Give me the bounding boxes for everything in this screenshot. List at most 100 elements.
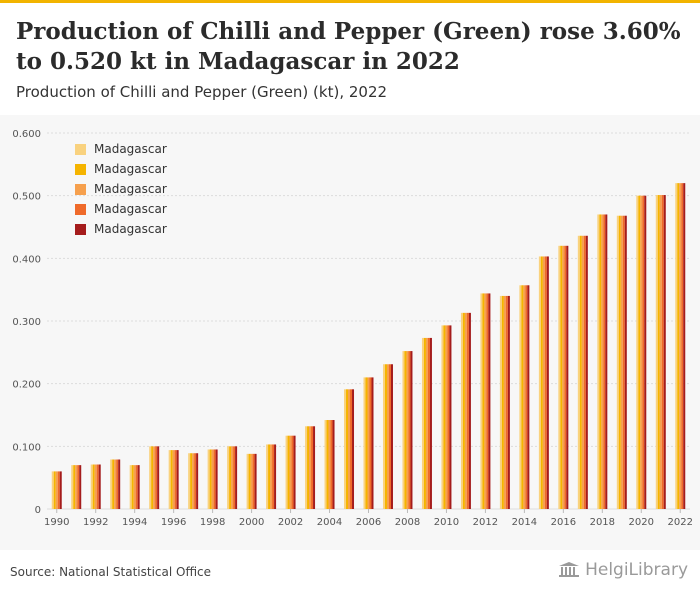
x-tick-label: 2018: [590, 517, 615, 528]
bar-2013-series-2: [501, 295, 504, 509]
bar-2005-series-4: [350, 389, 353, 509]
brand-logo: HelgiLibrary: [558, 560, 688, 580]
bar-2015-series-3: [542, 256, 545, 509]
bar-2014-series-1: [519, 285, 522, 509]
bar-2017-series-4: [583, 235, 586, 510]
bar-2018-series-5: [605, 214, 608, 509]
y-tick-label: 0.200: [12, 380, 41, 391]
bar-1993-series-3: [114, 459, 117, 509]
bar-2017-series-3: [581, 235, 584, 510]
bar-2009-series-1: [421, 337, 424, 509]
chart-title: Production of Chilli and Pepper (Green) …: [16, 18, 681, 75]
bar-2020-series-5: [644, 195, 647, 509]
bar-2000-series-4: [252, 453, 255, 509]
bar-2020-series-4: [642, 195, 645, 509]
bar-2017-series-5: [585, 235, 588, 510]
bar-1992-series-2: [92, 464, 95, 509]
bar-2022-series-4: [681, 183, 684, 509]
x-tick-label: 2004: [317, 517, 342, 528]
bar-chart: 0 0.100 0.200 0.300 0.400 0.500 0.600 1990 1992 1…: [12, 129, 693, 528]
bar-1997-series-2: [190, 453, 193, 509]
bar-2014-series-5: [527, 285, 530, 509]
bar-2002-series-3: [289, 435, 292, 509]
bar-2002-series-4: [291, 435, 294, 509]
bar-2012-series-1: [480, 293, 483, 509]
legend-swatch: [75, 163, 86, 175]
bar-2015-series-5: [546, 256, 549, 509]
bar-2003-series-1: [305, 426, 308, 509]
bar-1992-series-4: [96, 464, 99, 509]
bar-2016-series-2: [560, 245, 563, 510]
x-tick-label: 2016: [551, 517, 576, 528]
bar-2020-series-1: [636, 195, 639, 509]
bar-2016-series-5: [566, 245, 569, 510]
bar-2022-series-1: [675, 183, 678, 509]
bar-1996-series-4: [174, 450, 177, 509]
bar-2008-series-2: [404, 351, 407, 509]
x-tick-label: 2002: [278, 517, 303, 528]
bar-2001-series-3: [270, 444, 273, 509]
y-tick-label: 0.300: [12, 317, 41, 328]
bar-2001-series-5: [274, 444, 277, 509]
bar-2021-series-2: [657, 195, 660, 509]
bar-1991-series-2: [73, 465, 76, 509]
bar-1991-series-4: [77, 465, 80, 509]
y-tick-label: 0.400: [12, 254, 41, 265]
bar-2022-series-5: [683, 183, 686, 509]
x-tick-label: 2014: [512, 517, 537, 528]
bar-1999-series-5: [235, 446, 238, 509]
bar-2002-series-1: [285, 435, 288, 509]
chart-area: 0 0.100 0.200 0.300 0.400 0.500 0.600 1990 1992 1…: [0, 115, 700, 550]
bar-2007-series-1: [382, 364, 385, 509]
y-tick-label: 0: [35, 505, 41, 516]
bar-2012-series-4: [486, 293, 489, 509]
bar-2013-series-4: [505, 295, 508, 509]
bar-2002-series-2: [287, 435, 290, 509]
bar-1995-series-1: [149, 446, 152, 509]
x-tick-label: 1990: [44, 517, 69, 528]
bar-2015-series-4: [544, 256, 547, 509]
legend-label: Madagascar: [94, 182, 167, 196]
bar-2017-series-2: [579, 235, 582, 510]
legend-item: Madagascar: [75, 159, 167, 179]
bar-1990-series-5: [59, 471, 62, 509]
y-tick-label: 0.600: [12, 129, 41, 140]
bar-1995-series-3: [153, 446, 156, 509]
bar-2009-series-3: [425, 337, 428, 509]
bar-1996-series-3: [172, 450, 175, 509]
bar-2009-series-2: [423, 337, 426, 509]
bar-1996-series-2: [170, 450, 173, 509]
bar-2020-series-2: [638, 195, 641, 509]
chart-footer: Source: National Statistical Office Helg…: [0, 550, 700, 596]
bar-1990-series-1: [51, 471, 54, 509]
bar-1995-series-2: [151, 446, 154, 509]
bar-2018-series-2: [599, 214, 602, 509]
x-tick-label: 2008: [395, 517, 420, 528]
bar-1999-series-3: [231, 446, 234, 509]
bar-2002-series-5: [293, 435, 296, 509]
bar-2018-series-4: [603, 214, 606, 509]
x-tick-label: 2000: [239, 517, 264, 528]
legend-item: Madagascar: [75, 219, 167, 239]
legend-label: Madagascar: [94, 202, 167, 216]
bar-2000-series-3: [250, 453, 253, 509]
bar-2021-series-5: [663, 195, 666, 509]
legend-swatch: [75, 223, 86, 235]
chart-subtitle: Production of Chilli and Pepper (Green) …: [16, 83, 388, 101]
bar-2018-series-3: [601, 214, 604, 509]
brand-name: HelgiLibrary: [585, 560, 688, 580]
bar-2021-series-3: [659, 195, 662, 509]
bar-2017-series-1: [577, 235, 580, 510]
bar-1997-series-4: [194, 453, 197, 509]
bar-2000-series-2: [248, 453, 251, 509]
bar-2019-series-3: [620, 215, 623, 509]
bar-1998-series-5: [215, 449, 218, 509]
bar-1991-series-1: [71, 465, 74, 509]
bar-2006-series-5: [371, 377, 374, 509]
bar-1994-series-5: [137, 465, 140, 509]
bar-2005-series-2: [346, 389, 349, 509]
legend-label: Madagascar: [94, 142, 167, 156]
bar-2021-series-1: [655, 195, 658, 509]
bar-1993-series-2: [112, 459, 115, 509]
bar-1999-series-2: [229, 446, 232, 509]
